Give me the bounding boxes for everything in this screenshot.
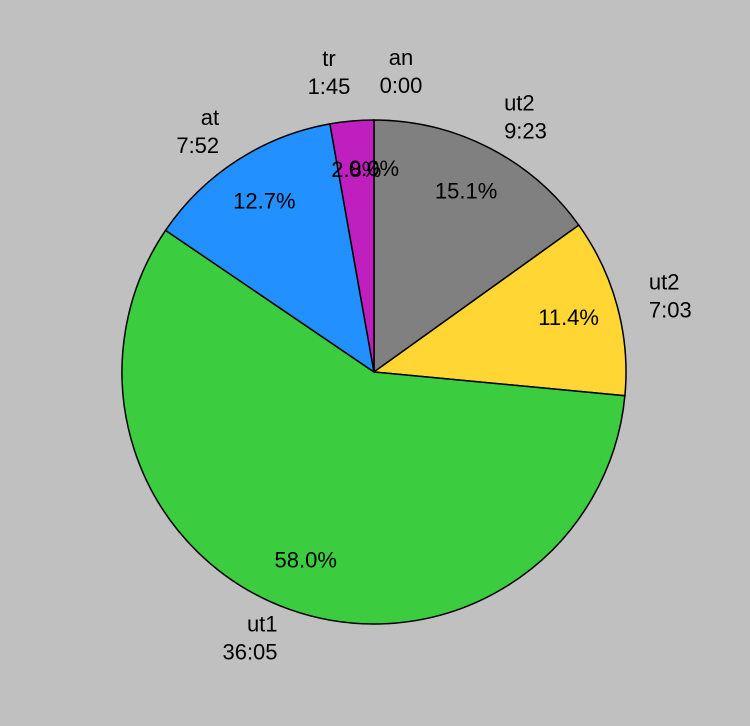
pie-slice <box>329 119 375 373</box>
category-label: ut2 <box>504 90 535 115</box>
percent-label: 58.0% <box>275 547 337 572</box>
duration-label: 36:05 <box>222 640 277 665</box>
pie-slice <box>371 224 627 397</box>
category-label: ut2 <box>649 270 680 295</box>
percent-label: 15.1% <box>435 178 497 203</box>
duration-label: 0:00 <box>380 73 423 98</box>
pie-slice <box>373 119 580 374</box>
pie-slice <box>121 229 626 625</box>
category-label: tr <box>322 46 335 71</box>
duration-label: 7:52 <box>176 133 219 158</box>
category-label: an <box>389 45 413 70</box>
category-label: ut1 <box>247 612 278 637</box>
pie-slice <box>164 123 376 374</box>
duration-label: 9:23 <box>504 118 547 143</box>
percent-label: 0.0% <box>349 156 399 181</box>
percent-label: 2.8% <box>331 157 381 182</box>
duration-label: 7:03 <box>649 298 692 323</box>
percent-label: 12.7% <box>233 189 295 214</box>
duration-label: 1:45 <box>308 74 351 99</box>
category-label: at <box>201 105 219 130</box>
percent-label: 11.4% <box>538 305 599 330</box>
